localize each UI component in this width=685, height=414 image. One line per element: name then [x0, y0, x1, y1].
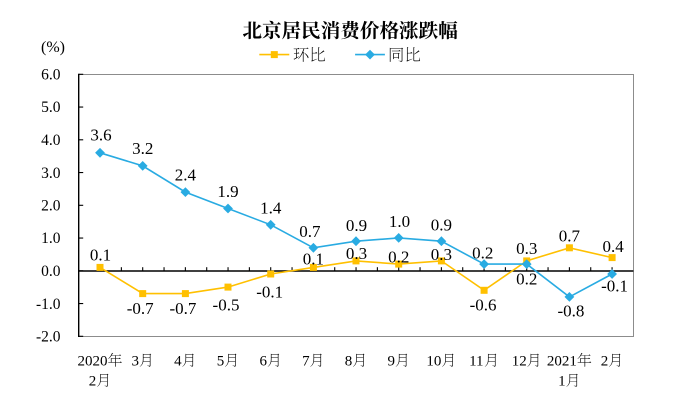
svg-text:3: 3 [132, 354, 140, 370]
svg-text:6.0: 6.0 [41, 67, 61, 84]
svg-text:0.1: 0.1 [90, 246, 111, 265]
svg-text:5.0: 5.0 [41, 99, 61, 116]
svg-text:0.2: 0.2 [516, 269, 537, 288]
svg-text:(%): (%) [41, 39, 65, 56]
svg-text:0.7: 0.7 [559, 226, 581, 245]
svg-text:0.7: 0.7 [299, 222, 321, 241]
svg-text:-0.8: -0.8 [557, 302, 584, 321]
svg-text:2: 2 [601, 354, 609, 370]
svg-text:5: 5 [217, 354, 225, 370]
svg-text:0.3: 0.3 [431, 245, 452, 264]
svg-text:0.1: 0.1 [303, 249, 324, 268]
svg-text:0.9: 0.9 [346, 216, 367, 235]
svg-text:0.3: 0.3 [346, 244, 367, 263]
svg-text:-0.7: -0.7 [169, 299, 196, 318]
svg-text:-2.0: -2.0 [36, 329, 61, 346]
svg-text:0.2: 0.2 [388, 247, 409, 266]
svg-text:-0.6: -0.6 [470, 296, 497, 315]
svg-text:9: 9 [388, 354, 396, 370]
svg-text:3.2: 3.2 [132, 139, 153, 158]
svg-text:4: 4 [174, 354, 182, 370]
svg-text:4.0: 4.0 [41, 132, 61, 149]
svg-text:2.4: 2.4 [175, 166, 197, 185]
svg-text:8: 8 [345, 354, 353, 370]
svg-text:0.2: 0.2 [472, 243, 493, 262]
svg-text:2.0: 2.0 [41, 198, 61, 215]
svg-text:0.4: 0.4 [602, 237, 624, 256]
svg-text:10: 10 [426, 354, 441, 370]
svg-text:3.0: 3.0 [41, 165, 61, 182]
svg-text:1.9: 1.9 [217, 182, 238, 201]
svg-text:3.6: 3.6 [90, 126, 111, 145]
svg-text:-0.1: -0.1 [256, 282, 283, 301]
svg-text:1: 1 [558, 374, 566, 390]
svg-text:2021: 2021 [547, 354, 577, 370]
svg-text:12: 12 [512, 354, 527, 370]
svg-text:-0.1: -0.1 [601, 277, 628, 296]
svg-text:-0.7: -0.7 [127, 299, 154, 318]
svg-text:2: 2 [89, 374, 97, 390]
svg-text:0.3: 0.3 [516, 239, 537, 258]
svg-text:0.0: 0.0 [41, 263, 61, 280]
svg-text:1.0: 1.0 [41, 230, 61, 247]
svg-text:7: 7 [302, 354, 310, 370]
svg-text:11: 11 [469, 354, 483, 370]
svg-text:0.9: 0.9 [431, 216, 452, 235]
svg-text:-1.0: -1.0 [36, 296, 61, 313]
svg-text:1.0: 1.0 [389, 212, 410, 231]
svg-text:1.4: 1.4 [260, 198, 282, 217]
svg-text:-0.5: -0.5 [213, 296, 240, 315]
svg-text:6: 6 [260, 354, 268, 370]
svg-text:2020: 2020 [78, 354, 108, 370]
